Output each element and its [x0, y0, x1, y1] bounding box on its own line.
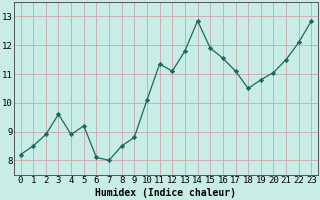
- X-axis label: Humidex (Indice chaleur): Humidex (Indice chaleur): [95, 188, 236, 198]
